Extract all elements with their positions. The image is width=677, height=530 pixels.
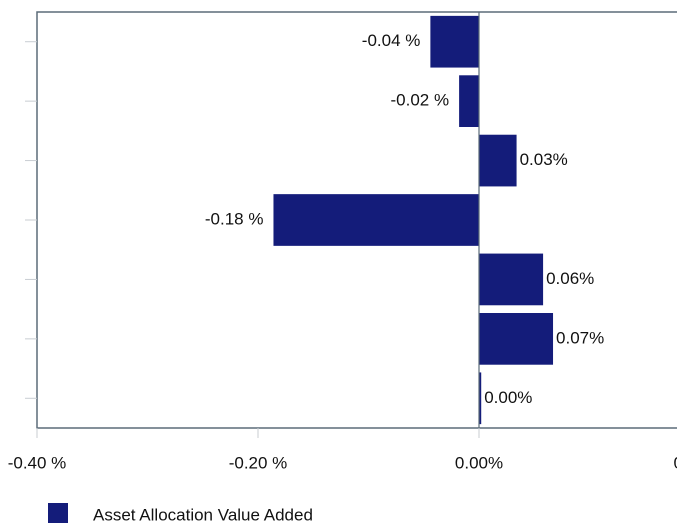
value-label: 0.03% (520, 150, 568, 169)
value-label: 0.06% (546, 269, 594, 288)
value-label: -0.02 % (391, 91, 450, 110)
x-tick-label: -0.40 % (8, 453, 67, 472)
x-tick-label: 0.00% (455, 453, 503, 472)
value-label: 0.07% (556, 328, 604, 347)
legend-swatch (48, 503, 68, 523)
bar (479, 134, 517, 187)
bar (273, 194, 479, 246)
x-tick-label: -0.20 % (229, 453, 288, 472)
value-label: 0.00% (484, 388, 532, 407)
bar (459, 75, 479, 127)
bar (479, 372, 482, 425)
bar (479, 313, 554, 365)
legend-label: Asset Allocation Value Added (93, 505, 313, 524)
value-label: -0.04 % (362, 31, 421, 50)
bar (430, 15, 479, 68)
bar (479, 253, 544, 306)
value-label: -0.18 % (205, 209, 264, 228)
x-tick-label: 0.20 % (674, 453, 677, 472)
